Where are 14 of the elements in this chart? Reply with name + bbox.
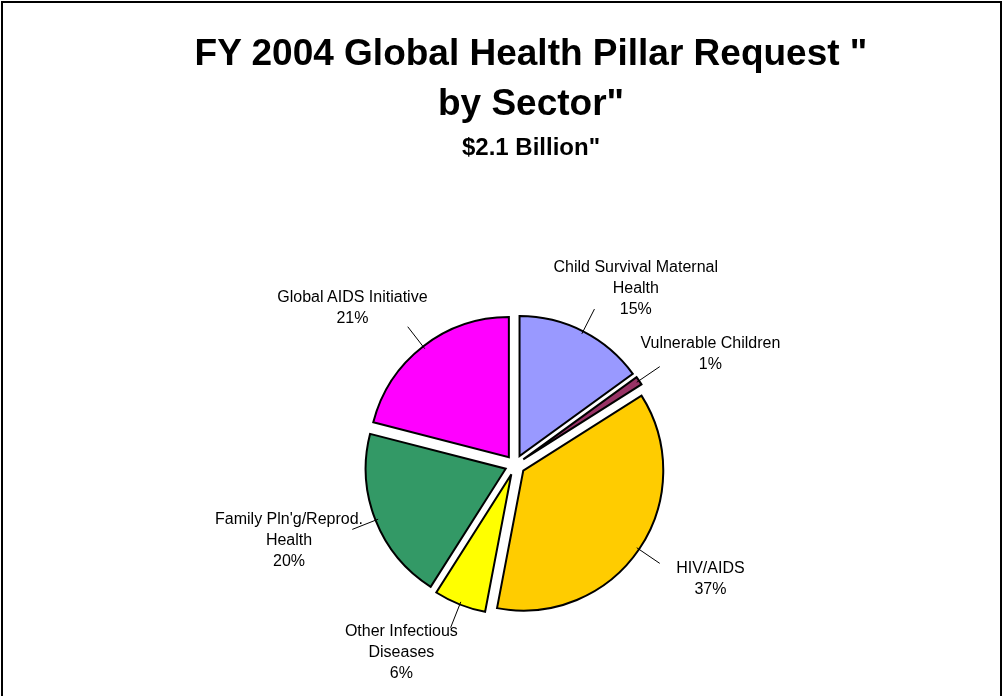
data-label: 6% [389, 663, 413, 681]
data-label: 1% [698, 355, 722, 373]
data-label: 21% [336, 309, 369, 327]
slice-label: HIV/AIDS [676, 558, 745, 576]
slice-label: Family Pln'g/Reprod. Health [215, 509, 364, 548]
slice-label: Child Survival Maternal Health [553, 257, 719, 296]
slice-label: Other Infectious Diseases [344, 621, 458, 660]
chart-subtitle: $2.1 Billion" [461, 133, 601, 160]
data-label: 15% [619, 299, 652, 317]
slice-label: Global AIDS Initiative [277, 288, 428, 306]
chart-title: FY 2004 Global Health Pillar Request " by Sector" [194, 32, 868, 123]
data-label: 20% [273, 551, 306, 569]
slice-label: Vulnerable Children [640, 334, 781, 352]
data-label: 37% [694, 579, 727, 597]
